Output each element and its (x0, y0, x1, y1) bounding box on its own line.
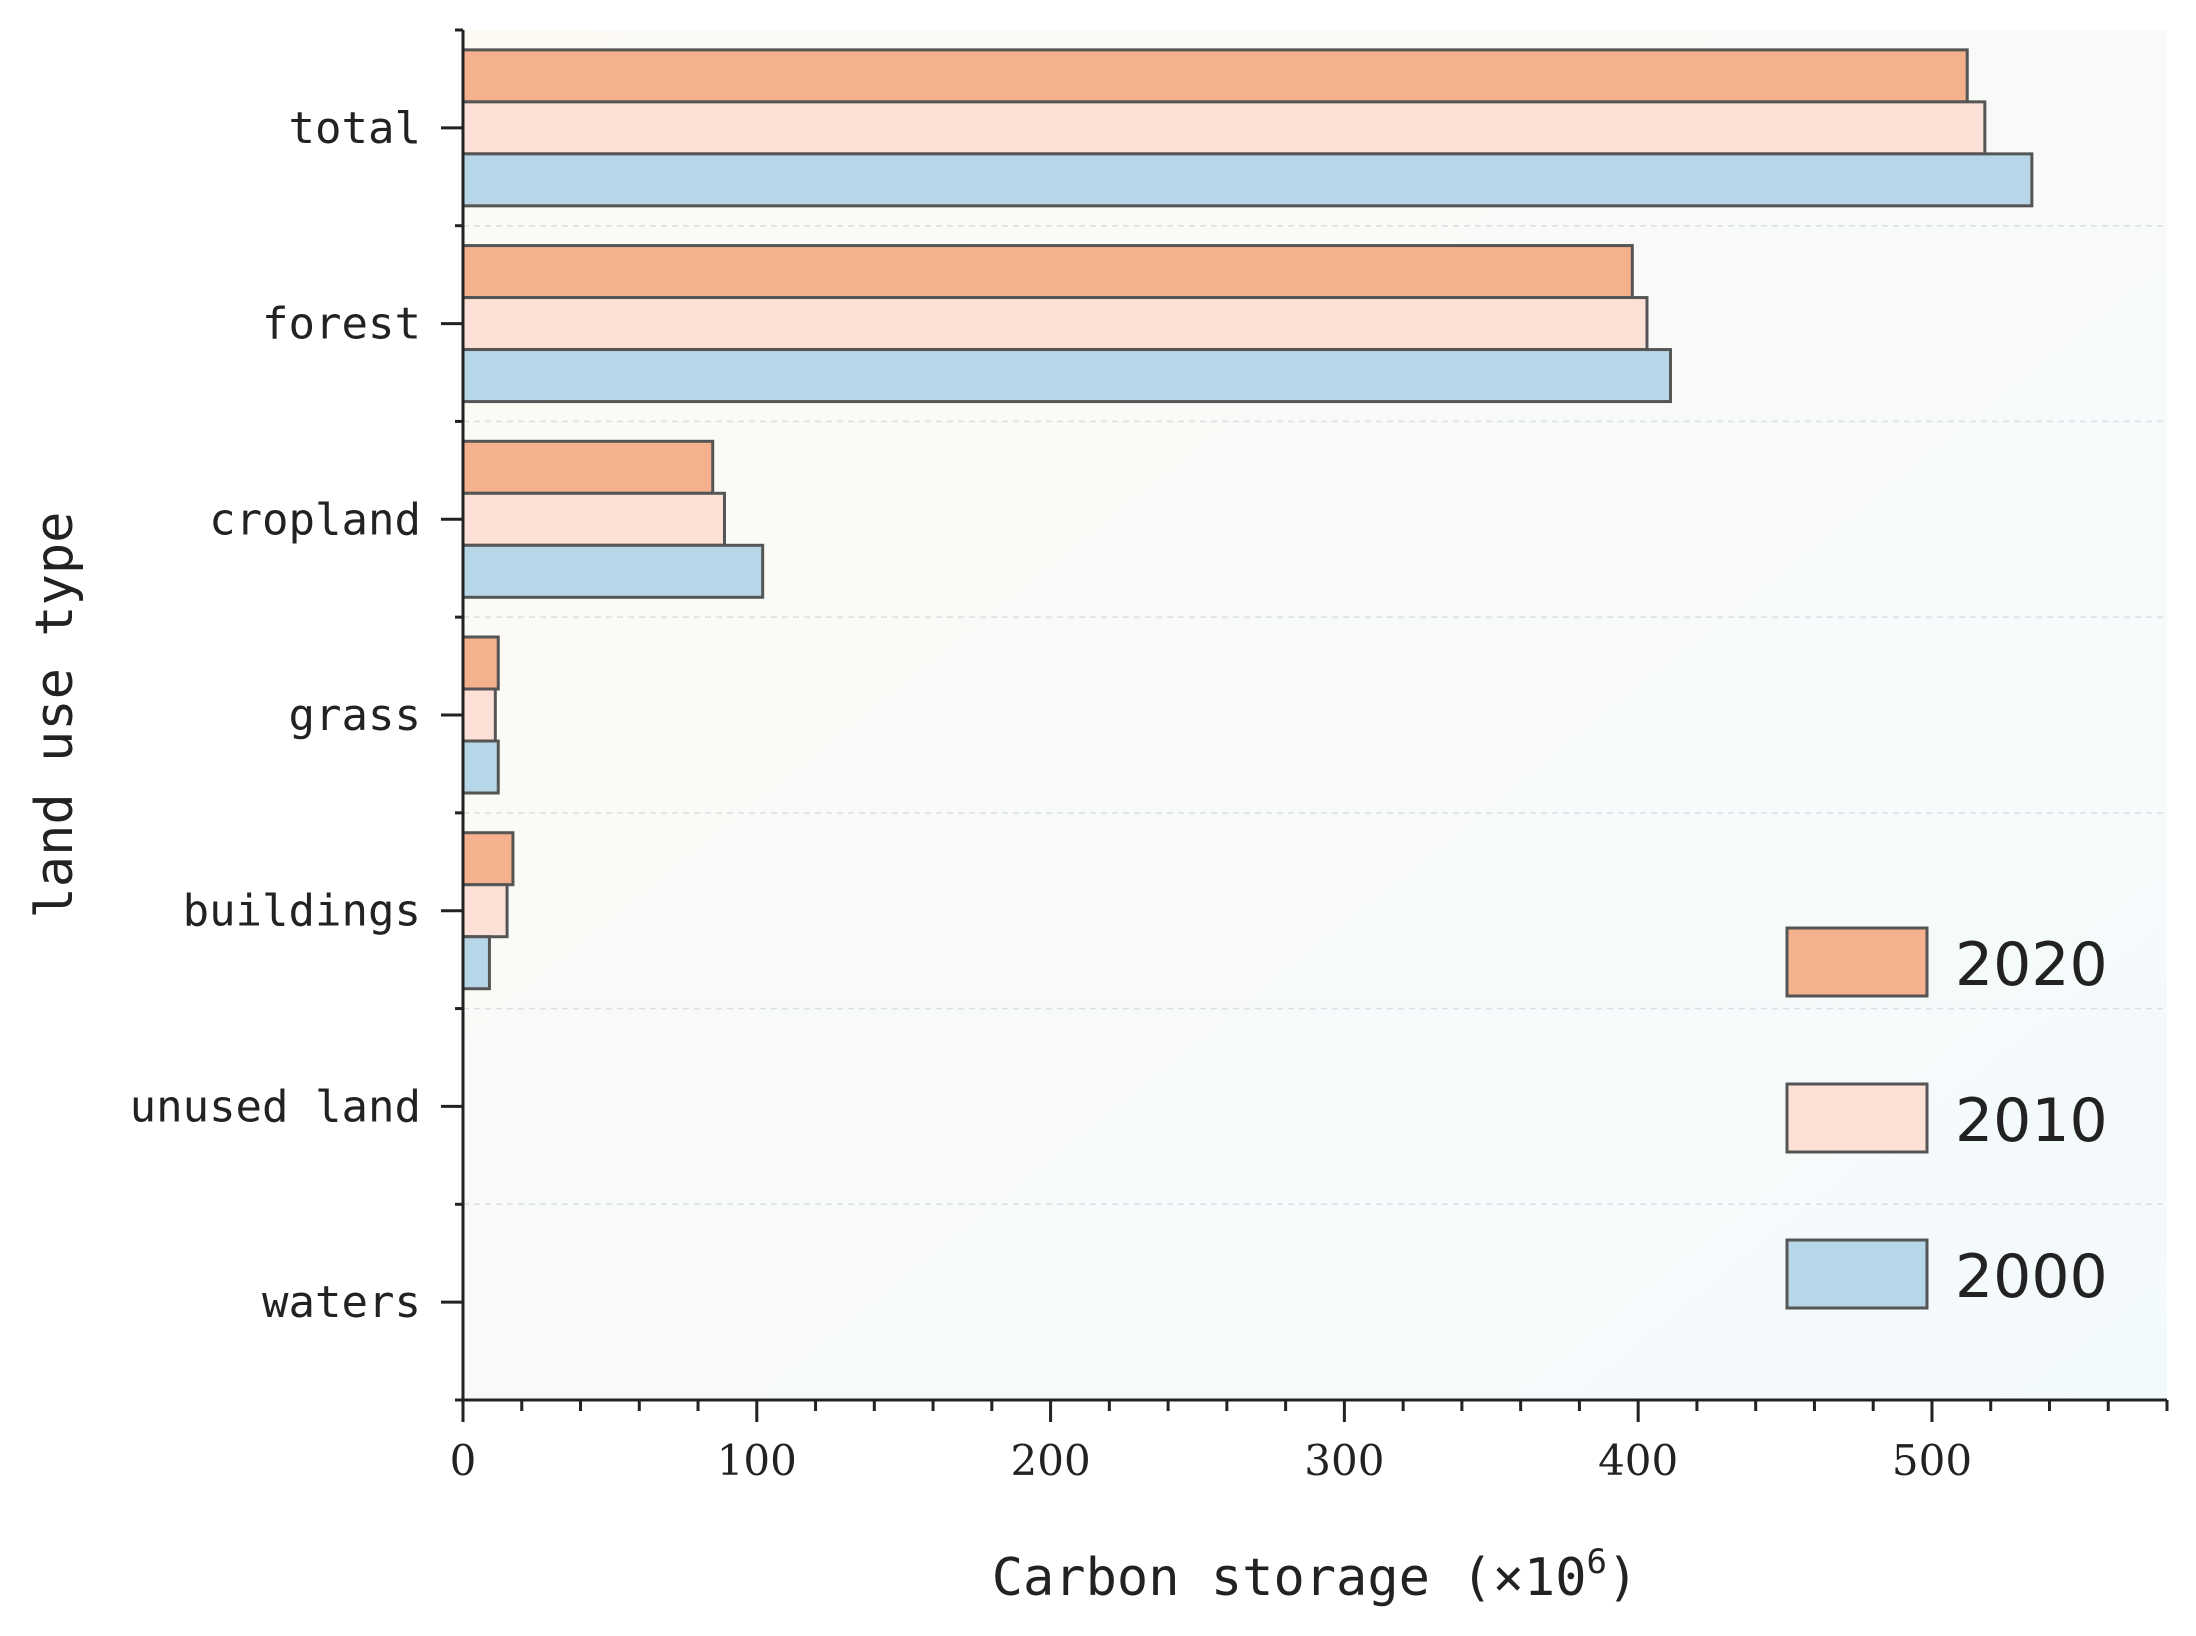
legend-label: 2010 (1955, 1086, 2108, 1156)
y-tick-label: total (289, 103, 421, 154)
bar (461, 491, 726, 547)
bar (461, 348, 1672, 404)
y-tick-label: buildings (183, 886, 421, 937)
bar (461, 244, 1634, 300)
x-tick-label: 500 (1892, 1436, 1972, 1485)
legend-swatch (1785, 1238, 1929, 1310)
x-tick-label: 200 (1011, 1436, 1091, 1485)
y-tick-label: cropland (209, 494, 421, 545)
y-tick-label: unused land (130, 1081, 421, 1132)
bar (461, 439, 715, 495)
bar (461, 543, 765, 599)
x-axis-title: Carbon storage (×106) (992, 1542, 1639, 1608)
legend-swatch (1785, 1082, 1929, 1154)
x-tick-label: 300 (1304, 1436, 1384, 1485)
legend-swatch (1785, 926, 1929, 998)
bar (461, 635, 500, 691)
bar (461, 296, 1649, 352)
bar (461, 883, 509, 939)
x-tick-label: 100 (717, 1436, 797, 1485)
legend-label: 2020 (1955, 930, 2108, 1000)
plot-area (463, 30, 2167, 1400)
grid-lines (463, 224, 2167, 1206)
bar (461, 831, 515, 887)
bar (461, 935, 491, 991)
x-tick-label: 400 (1598, 1436, 1678, 1485)
bar (461, 152, 2034, 208)
x-tick-label: 0 (450, 1436, 477, 1485)
bars (461, 48, 2034, 991)
legend-label: 2000 (1955, 1242, 2108, 1312)
x-ticks: 0 100 200 300 400 500 (450, 1400, 2169, 1485)
y-tick-label: forest (262, 299, 421, 350)
bar (461, 100, 1987, 156)
bar (461, 739, 500, 795)
legend: 2020 2010 2000 (1785, 926, 2108, 1312)
y-tick-label: waters (262, 1277, 421, 1328)
bar (461, 48, 1969, 104)
y-ticks: total forest cropland grass buildings unused … (130, 28, 463, 1402)
y-axis-title: land use type (25, 512, 85, 919)
y-tick-label: grass (289, 690, 421, 741)
bar (461, 687, 497, 743)
